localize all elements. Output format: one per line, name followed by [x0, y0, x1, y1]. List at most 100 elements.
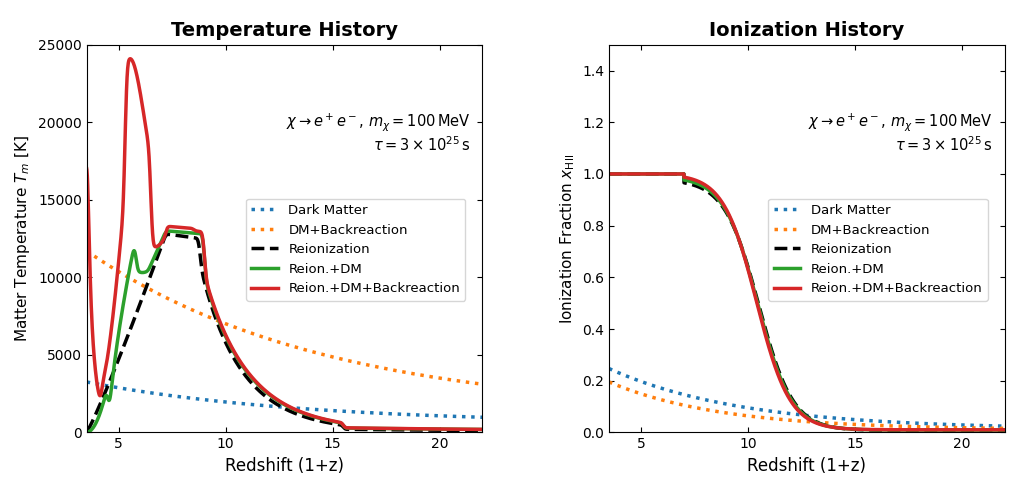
DM+Backreaction: [914, 424, 926, 430]
Reion.+DM+Backreaction: [602, 171, 614, 177]
Reion.+DM: [914, 427, 926, 433]
Dark Matter: [273, 404, 285, 410]
Line: Reion.+DM+Backreaction: Reion.+DM+Backreaction: [87, 59, 482, 429]
Reion.+DM: [476, 426, 488, 432]
DM+Backreaction: [464, 380, 476, 386]
Reion.+DM: [162, 228, 174, 234]
Legend: Dark Matter, DM+Backreaction, Reionization, Reion.+DM, Reion.+DM+Backreaction: Dark Matter, DM+Backreaction, Reionizati…: [767, 199, 986, 301]
Reion.+DM: [623, 171, 635, 177]
Reion.+DM: [465, 426, 477, 432]
Reionization: [465, 427, 477, 433]
Line: Reionization: Reionization: [87, 235, 482, 430]
Dark Matter: [986, 423, 999, 429]
Dark Matter: [391, 411, 404, 417]
DM+Backreaction: [81, 248, 93, 254]
DM+Backreaction: [623, 387, 635, 393]
Line: Dark Matter: Dark Matter: [608, 369, 1004, 426]
Reion.+DM+Backreaction: [81, 166, 93, 172]
Line: DM+Backreaction: DM+Backreaction: [87, 251, 482, 384]
Reionization: [998, 427, 1010, 433]
Dark Matter: [795, 412, 807, 418]
DM+Backreaction: [998, 425, 1010, 431]
Reion.+DM: [795, 410, 807, 415]
Text: $\chi \rightarrow e^+e^-$, $m_\chi = 100\,\mathrm{MeV}$
$\tau = 3 \times 10^{25}: $\chi \rightarrow e^+e^-$, $m_\chi = 100…: [285, 111, 470, 155]
Reion.+DM+Backreaction: [986, 427, 999, 433]
Reionization: [986, 427, 999, 433]
Line: Reionization: Reionization: [608, 174, 1004, 430]
Dark Matter: [476, 414, 488, 420]
Reionization: [263, 396, 275, 402]
DM+Backreaction: [262, 336, 274, 342]
Reion.+DM+Backreaction: [392, 425, 405, 431]
Dark Matter: [262, 403, 274, 409]
Dark Matter: [784, 411, 796, 416]
DM+Backreaction: [273, 339, 285, 345]
Reionization: [602, 171, 614, 177]
Reion.+DM+Backreaction: [273, 398, 285, 404]
Reion.+DM+Backreaction: [465, 426, 477, 432]
Reion.+DM+Backreaction: [795, 411, 807, 416]
Dark Matter: [602, 366, 614, 372]
Reion.+DM+Backreaction: [623, 171, 635, 177]
Title: Temperature History: Temperature History: [171, 21, 397, 40]
Title: Ionization History: Ionization History: [708, 21, 904, 40]
DM+Backreaction: [476, 381, 488, 387]
Dark Matter: [914, 420, 926, 426]
Reion.+DM: [273, 399, 285, 405]
Reionization: [784, 394, 796, 400]
Dark Matter: [998, 423, 1010, 429]
Reion.+DM: [602, 171, 614, 177]
Reion.+DM: [986, 427, 999, 433]
Reion.+DM+Backreaction: [465, 426, 477, 432]
Reion.+DM: [81, 429, 93, 435]
Dark Matter: [623, 374, 635, 380]
Y-axis label: Ionization Fraction $x_{\rm HII}$: Ionization Fraction $x_{\rm HII}$: [557, 154, 576, 324]
DM+Backreaction: [391, 368, 404, 374]
Reionization: [623, 171, 635, 177]
DM+Backreaction: [986, 425, 999, 431]
Reion.+DM+Backreaction: [124, 56, 137, 62]
Line: Reion.+DM: Reion.+DM: [87, 231, 482, 432]
Dark Matter: [101, 383, 113, 389]
Legend: Dark Matter, DM+Backreaction, Reionization, Reion.+DM, Reion.+DM+Backreaction: Dark Matter, DM+Backreaction, Reionizati…: [246, 199, 465, 301]
Reion.+DM: [101, 393, 113, 399]
Reion.+DM: [263, 391, 275, 397]
Reion.+DM+Backreaction: [101, 358, 113, 364]
Reionization: [465, 427, 477, 433]
Dark Matter: [986, 423, 999, 429]
Reion.+DM+Backreaction: [263, 391, 275, 397]
Reionization: [476, 427, 488, 433]
Reionization: [986, 427, 999, 433]
Reionization: [273, 403, 285, 409]
Dark Matter: [464, 414, 476, 420]
Reionization: [914, 427, 926, 433]
Reion.+DM+Backreaction: [998, 427, 1010, 433]
DM+Backreaction: [784, 417, 796, 423]
Reion.+DM: [986, 427, 999, 433]
DM+Backreaction: [602, 379, 614, 385]
DM+Backreaction: [795, 418, 807, 424]
Line: Dark Matter: Dark Matter: [87, 382, 482, 417]
Reion.+DM+Backreaction: [986, 427, 999, 433]
DM+Backreaction: [465, 380, 477, 386]
Reion.+DM: [392, 426, 405, 432]
Reion.+DM+Backreaction: [784, 398, 796, 404]
Dark Matter: [81, 379, 93, 385]
Y-axis label: Matter Temperature $T_m$ [K]: Matter Temperature $T_m$ [K]: [13, 135, 33, 342]
Text: $\chi \rightarrow e^+e^-$, $m_\chi = 100\,\mathrm{MeV}$
$\tau = 3 \times 10^{25}: $\chi \rightarrow e^+e^-$, $m_\chi = 100…: [807, 111, 991, 155]
X-axis label: Redshift (1+z): Redshift (1+z): [225, 457, 343, 475]
Reionization: [392, 427, 405, 433]
Reion.+DM: [998, 427, 1010, 433]
DM+Backreaction: [986, 425, 999, 431]
Dark Matter: [465, 414, 477, 420]
DM+Backreaction: [101, 261, 113, 267]
Reion.+DM: [465, 426, 477, 432]
Reion.+DM+Backreaction: [914, 427, 926, 433]
Line: DM+Backreaction: DM+Backreaction: [608, 382, 1004, 428]
Reionization: [795, 408, 807, 414]
Reionization: [162, 232, 174, 238]
Reionization: [101, 385, 113, 391]
Line: Reion.+DM+Backreaction: Reion.+DM+Backreaction: [608, 174, 1004, 430]
X-axis label: Redshift (1+z): Redshift (1+z): [747, 457, 865, 475]
Reion.+DM+Backreaction: [476, 426, 488, 432]
